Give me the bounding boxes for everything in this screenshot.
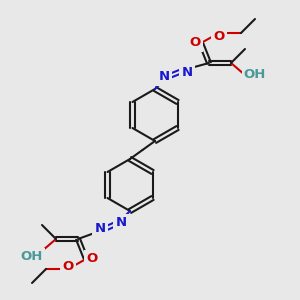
Text: OH: OH [244,68,266,82]
Text: N: N [116,217,127,230]
Text: OH: OH [21,250,43,263]
Text: N: N [94,221,106,235]
Text: O: O [189,37,201,50]
Text: N: N [182,65,193,79]
Text: N: N [158,70,169,83]
Text: O: O [62,260,74,272]
Text: O: O [86,253,98,266]
Text: O: O [213,29,225,43]
